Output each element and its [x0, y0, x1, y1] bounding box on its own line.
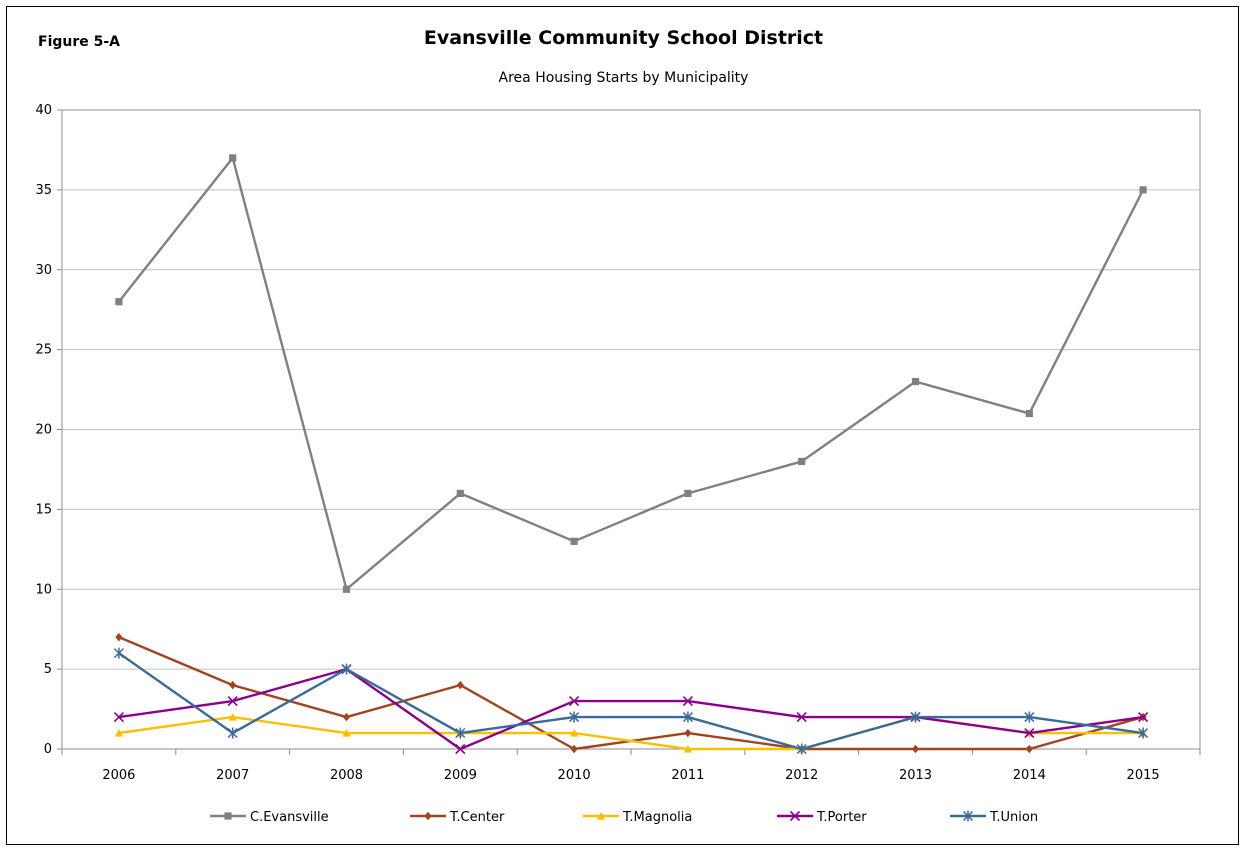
series-c-evansville [115, 154, 1147, 593]
data-point-c-evansville [1025, 409, 1033, 418]
data-point-t-magnolia [228, 712, 237, 721]
legend: C.Evansville T.Center T.Magnolia T.Porter T.… [210, 810, 1038, 825]
series-line-t-center [118, 636, 1144, 751]
chart-subtitle: Area Housing Starts by Municipality [498, 70, 749, 86]
data-point-c-evansville [229, 154, 237, 162]
data-point-c-evansville [911, 377, 920, 386]
data-point-c-evansville [115, 298, 123, 306]
y-tick-label: 10 [35, 582, 52, 597]
y-tick-label: 20 [35, 423, 52, 438]
x-tick-label: 2008 [330, 768, 363, 783]
data-point-t-center [911, 744, 920, 754]
y-tick-label: 5 [44, 662, 52, 677]
data-point-c-evansville [342, 585, 351, 593]
data-point-t-center [115, 632, 123, 642]
x-tick-label: 2006 [102, 768, 135, 783]
data-point-t-magnolia [570, 728, 579, 737]
axes: 0 5 10 15 20 25 30 35 40 2006 2007 2008 2009 2010 2011… [35, 103, 1201, 783]
figure-label: Figure 5-A [38, 34, 121, 50]
series-t-union [113, 647, 1149, 755]
x-tick-label: 2014 [1013, 768, 1046, 783]
y-tick-label: 35 [35, 183, 52, 198]
x-tick-label: 2007 [216, 768, 249, 783]
data-point-t-union [341, 663, 352, 675]
y-tick-label: 15 [35, 502, 52, 517]
series-line-t-union [118, 652, 1144, 751]
data-point-t-center [1025, 744, 1033, 754]
legend-item-t-center: T.Center [410, 810, 505, 825]
data-point-c-evansville [456, 489, 464, 497]
data-point-t-union [682, 711, 693, 723]
legend-marker [789, 810, 801, 822]
legend-label: T.Porter [816, 810, 867, 825]
chart-title: Evansville Community School District [423, 27, 824, 49]
x-tick-label: 2009 [444, 768, 477, 783]
gridlines [61, 109, 1201, 750]
data-point-c-evansville [1139, 186, 1147, 194]
y-tick-label: 25 [35, 343, 52, 358]
data-point-t-union [227, 727, 238, 739]
x-tick-label: 2011 [671, 768, 704, 783]
data-point-t-porter [455, 743, 466, 755]
data-point-t-porter [569, 696, 580, 707]
x-tick-label: 2012 [785, 768, 818, 783]
data-point-c-evansville [798, 457, 806, 466]
legend-marker [596, 811, 606, 820]
data-point-t-magnolia [342, 728, 351, 737]
legend-label: T.Magnolia [622, 810, 692, 825]
series-line-t-magnolia [118, 715, 1144, 751]
legend-marker [962, 810, 974, 822]
legend-label: T.Center [449, 810, 505, 825]
data-point-t-porter [1024, 727, 1035, 739]
data-point-t-union [796, 743, 807, 755]
y-tick-label: 0 [44, 742, 52, 757]
legend-label: T.Union [989, 810, 1038, 825]
data-point-t-union [1138, 727, 1149, 739]
data-point-t-union [1024, 711, 1035, 723]
data-point-t-magnolia [114, 728, 123, 737]
legend-item-t-union: T.Union [950, 810, 1038, 825]
data-point-t-union [569, 711, 580, 723]
y-tick-label: 40 [35, 103, 52, 118]
data-point-c-evansville [684, 489, 692, 497]
x-tick-label: 2015 [1127, 768, 1160, 783]
data-point-t-porter [682, 696, 693, 707]
data-point-t-porter [1138, 711, 1149, 723]
legend-label: C.Evansville [250, 810, 329, 825]
data-point-t-union [910, 711, 921, 723]
data-point-t-center [229, 680, 237, 690]
series-line-c-evansville [117, 156, 1145, 591]
data-point-t-center [570, 744, 578, 754]
data-point-t-porter [227, 696, 238, 707]
data-point-t-center [684, 728, 692, 738]
x-tick-label: 2010 [558, 768, 591, 783]
legend-marker [224, 812, 232, 820]
data-point-t-center [456, 680, 464, 690]
y-tick-label: 30 [35, 263, 52, 278]
legend-item-c-evansville: C.Evansville [210, 810, 329, 825]
data-point-t-union [113, 647, 124, 659]
series-lines [113, 154, 1149, 755]
data-point-t-union [455, 727, 466, 739]
data-point-t-center [342, 712, 351, 722]
data-point-t-porter [796, 711, 807, 723]
data-point-t-porter [113, 711, 124, 723]
series-t-center [115, 632, 1147, 754]
legend-item-t-porter: T.Porter [777, 810, 867, 825]
x-tick-label: 2013 [899, 768, 932, 783]
series-t-magnolia [114, 712, 1148, 753]
legend-item-t-magnolia: T.Magnolia [583, 810, 692, 825]
series-line-t-porter [118, 667, 1144, 751]
data-point-c-evansville [570, 537, 578, 545]
legend-marker [424, 811, 432, 821]
data-point-t-magnolia [683, 744, 692, 753]
